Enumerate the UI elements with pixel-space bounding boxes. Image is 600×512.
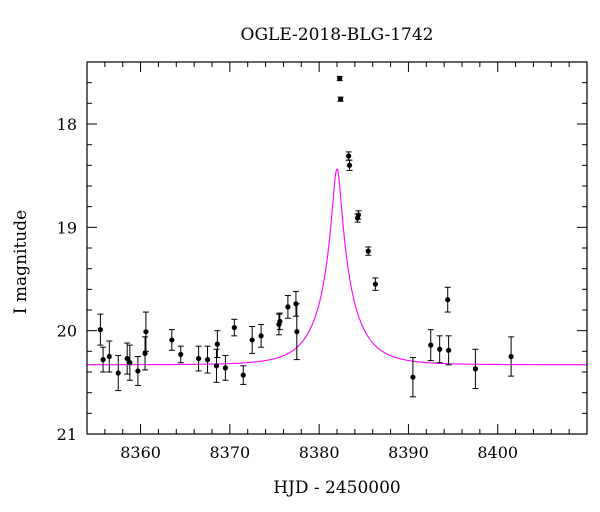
data-point	[115, 354, 122, 392]
data-point	[142, 311, 149, 352]
data-marker	[178, 351, 184, 358]
data-marker	[127, 360, 133, 366]
data-marker	[446, 347, 452, 353]
x-tick-label: 8400	[477, 443, 518, 462]
data-marker	[355, 212, 362, 218]
data-point	[444, 286, 451, 313]
y-tick-label: 19	[57, 218, 77, 237]
data-marker	[445, 297, 451, 303]
data-point	[409, 357, 416, 398]
data-point	[276, 312, 283, 331]
x-tick-label: 8370	[209, 443, 250, 462]
y-tick-label: 18	[57, 115, 77, 134]
data-point	[214, 330, 221, 359]
data-marker	[135, 368, 141, 374]
data-marker	[204, 357, 211, 363]
data-points	[97, 75, 515, 398]
data-marker	[169, 337, 175, 343]
model-curve	[87, 168, 587, 366]
data-marker	[337, 96, 344, 102]
data-point	[213, 348, 220, 383]
data-marker	[142, 350, 148, 356]
data-point	[126, 344, 133, 381]
data-marker	[337, 75, 343, 82]
data-marker	[372, 281, 378, 287]
data-marker	[124, 355, 130, 362]
data-point	[106, 340, 113, 373]
data-marker	[428, 342, 434, 348]
x-tick-label: 8380	[299, 443, 340, 462]
data-point	[427, 329, 434, 362]
chart-title: OGLE-2018-BLG-1742	[241, 25, 434, 45]
y-axis-label: I magnitude	[11, 210, 31, 314]
data-point	[168, 329, 175, 351]
data-marker	[143, 329, 149, 335]
data-point	[100, 346, 107, 373]
data-marker	[222, 365, 228, 371]
data-point	[124, 342, 131, 375]
data-point	[284, 295, 291, 319]
x-tick-label: 8390	[388, 443, 429, 462]
data-point	[275, 313, 282, 336]
data-marker	[410, 374, 416, 380]
data-point	[355, 210, 362, 220]
data-marker	[115, 370, 121, 376]
y-tick-label: 21	[57, 425, 77, 444]
data-point	[231, 318, 238, 337]
data-point	[372, 277, 379, 291]
data-marker	[97, 327, 103, 333]
data-point	[472, 348, 479, 390]
data-point	[337, 96, 344, 102]
data-point	[97, 313, 104, 346]
data-marker	[437, 346, 443, 352]
data-marker	[106, 353, 112, 360]
data-marker	[258, 333, 264, 339]
data-point	[436, 335, 443, 364]
data-marker	[214, 341, 220, 347]
x-tick-label: 8360	[120, 443, 161, 462]
tick-labels: 8360 8370 8380 8390 8400 18 19 20 21	[57, 115, 518, 462]
data-point	[249, 326, 256, 354]
model-layer	[87, 168, 587, 366]
data-point	[222, 354, 229, 381]
data-marker	[213, 363, 220, 369]
data-point	[240, 365, 247, 385]
data-point	[365, 246, 372, 256]
data-point	[195, 345, 202, 372]
data-point	[258, 323, 265, 348]
data-marker	[346, 162, 353, 168]
data-point	[336, 75, 343, 82]
data-marker	[249, 337, 255, 343]
data-marker	[346, 153, 352, 159]
data-point	[346, 159, 353, 171]
data-marker	[240, 372, 246, 378]
x-axis-label: HJD - 2450000	[273, 478, 401, 498]
data-point	[293, 303, 300, 361]
axis-ticks	[86, 61, 588, 435]
data-point	[142, 336, 149, 371]
data-point	[345, 151, 352, 161]
data-marker	[294, 329, 300, 335]
data-point	[508, 336, 515, 377]
data-point	[177, 345, 184, 364]
data-point	[134, 356, 141, 386]
data-marker	[285, 304, 291, 310]
data-marker	[365, 248, 371, 254]
data-marker	[100, 357, 106, 363]
data-marker	[196, 355, 202, 362]
data-point	[445, 335, 452, 366]
data-marker	[231, 324, 237, 331]
data-marker	[508, 353, 514, 360]
y-tick-label: 20	[57, 322, 77, 341]
data-point	[204, 345, 211, 374]
data-marker	[472, 366, 478, 372]
data-marker	[277, 318, 283, 324]
plot-frame	[86, 61, 588, 435]
